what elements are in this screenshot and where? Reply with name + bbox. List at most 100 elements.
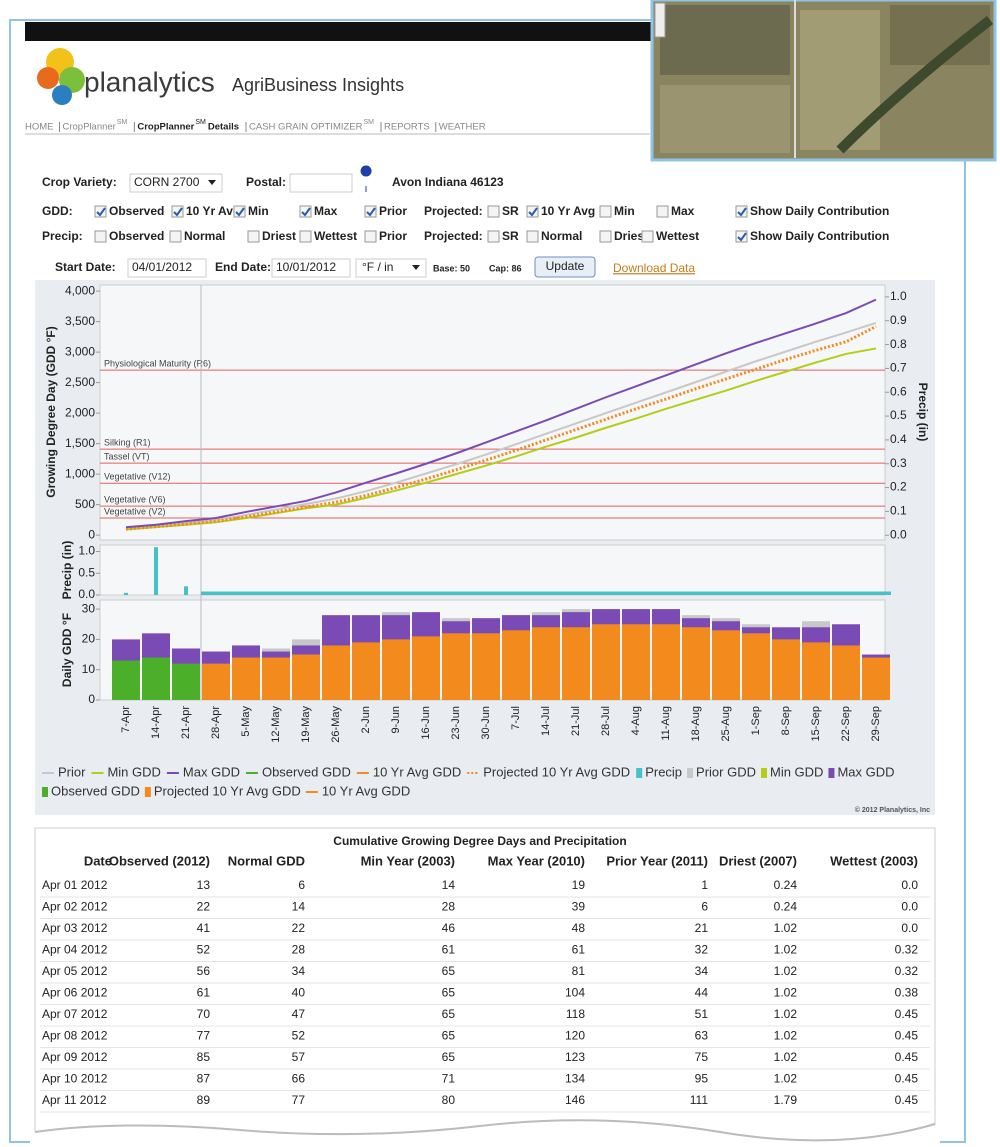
x-tick-label: 19-May [300, 706, 312, 743]
table-cell: 0.45 [895, 1093, 919, 1107]
table-cell: 57 [292, 1050, 306, 1064]
stage-label: Physiological Maturity (R6) [104, 358, 211, 368]
table-cell: 71 [442, 1072, 456, 1086]
y2-tick-label: 0.8 [890, 337, 907, 351]
y-tick-label: 3,500 [65, 314, 95, 328]
table-cell: 52 [197, 943, 211, 957]
input-value: 10/01/2012 [276, 260, 336, 274]
table-cell: 0.0 [901, 921, 918, 935]
precip-bar [591, 592, 621, 595]
checkbox-label: Wettest [314, 229, 357, 243]
daily-bar [412, 636, 440, 700]
checkbox[interactable] [248, 231, 259, 242]
table-cell: 28 [442, 900, 456, 914]
table-cell: 65 [442, 986, 456, 1000]
nav-link[interactable]: CropPlanner [137, 122, 194, 133]
table-cell: 14 [292, 900, 306, 914]
table-cell: 1.02 [774, 986, 798, 1000]
daily-bar [322, 645, 350, 700]
precip-bar [411, 592, 441, 595]
checkbox[interactable] [170, 231, 181, 242]
precip-bar [531, 592, 561, 595]
table-cell: 41 [197, 921, 211, 935]
table-cell: 0.38 [895, 986, 919, 1000]
copyright: © 2012 Planalytics, Inc [855, 806, 930, 814]
checkbox-label: Max [671, 204, 695, 218]
y-tick-label: 0.5 [78, 565, 95, 579]
checkbox[interactable] [365, 231, 376, 242]
y-tick-label: 2,000 [65, 405, 95, 419]
checkbox[interactable] [488, 231, 499, 242]
table-cell: 66 [292, 1072, 306, 1086]
checkbox[interactable] [300, 231, 311, 242]
location: Avon Indiana 46123 [392, 175, 504, 189]
nav-link[interactable]: HOME [25, 122, 54, 133]
daily-bar [502, 630, 530, 700]
legend-label: Max GDD [837, 764, 894, 779]
legend-label: Projected 10 Yr Avg GDD [154, 783, 301, 798]
daily-bar [172, 664, 200, 700]
y2-axis-title: Precip (in) [916, 383, 930, 442]
checkbox-label: Prior [379, 204, 407, 218]
checkbox[interactable] [527, 231, 538, 242]
precip-bar [154, 547, 158, 595]
checkbox[interactable] [600, 206, 611, 217]
daily-bar [442, 633, 470, 700]
checkbox-label: Driest [262, 229, 296, 243]
legend-label: Min GDD [770, 764, 823, 779]
table-cell: 134 [565, 1072, 585, 1086]
table-cell: 1.79 [774, 1093, 798, 1107]
x-tick-label: 25-Aug [720, 706, 732, 741]
daily-bar [652, 624, 680, 700]
table-cell: 77 [292, 1093, 306, 1107]
y-tick-label: 0 [88, 527, 95, 541]
legend-label: Observed GDD [51, 783, 140, 798]
table-cell: 0.24 [774, 900, 798, 914]
precip-bar [741, 592, 771, 595]
input[interactable] [290, 174, 352, 192]
nav-sup: SM [195, 119, 206, 126]
label: End Date: [215, 260, 271, 274]
daily-bar [622, 624, 650, 700]
checkbox[interactable] [657, 206, 668, 217]
daily-bar [532, 627, 560, 700]
daily-bar [772, 639, 800, 700]
precip-bar [711, 592, 741, 595]
column-header: Prior Year (2011) [606, 853, 708, 868]
label: Crop Variety: [42, 175, 117, 189]
legend-swatch [687, 768, 693, 778]
x-tick-label: 22-Sep [840, 706, 852, 741]
precip-bar [124, 593, 128, 595]
table-cell: 146 [565, 1093, 585, 1107]
table-cell: 81 [572, 964, 586, 978]
checkbox[interactable] [600, 231, 611, 242]
x-tick-label: 21-Jul [570, 706, 582, 736]
checkbox[interactable] [642, 231, 653, 242]
y-tick-label: 4,000 [65, 283, 95, 297]
checkbox[interactable] [95, 231, 106, 242]
y2-tick-label: 0.5 [890, 408, 907, 422]
precip-bar [561, 592, 591, 595]
precip-bar [321, 592, 351, 595]
table-cell: 0.32 [895, 943, 919, 957]
table-cell: 75 [695, 1050, 709, 1064]
table-cell: Apr 10 2012 [42, 1072, 108, 1086]
label: Precip: [42, 229, 83, 243]
x-tick-label: 14-Jul [540, 706, 552, 736]
daily-bar [472, 633, 500, 700]
nav-link[interactable]: CropPlanner [63, 122, 116, 133]
daily-bar [682, 627, 710, 700]
nav-sup: SM [117, 119, 128, 126]
table-cell: 0.0 [901, 900, 918, 914]
select-value: CORN 2700 [134, 175, 200, 189]
nav-link[interactable]: REPORTS [384, 122, 430, 133]
checkbox[interactable] [488, 206, 499, 217]
nav-link[interactable]: WEATHER [439, 122, 486, 133]
table-cell: Apr 03 2012 [42, 921, 108, 935]
nav-sup: SM [364, 119, 375, 126]
nav-link[interactable]: CASH GRAIN OPTIMIZER [249, 122, 363, 133]
x-tick-label: 26-May [330, 706, 342, 743]
table-cell: 47 [292, 1007, 306, 1021]
y2-tick-label: 0.7 [890, 361, 907, 375]
link[interactable]: Download Data [613, 261, 695, 275]
